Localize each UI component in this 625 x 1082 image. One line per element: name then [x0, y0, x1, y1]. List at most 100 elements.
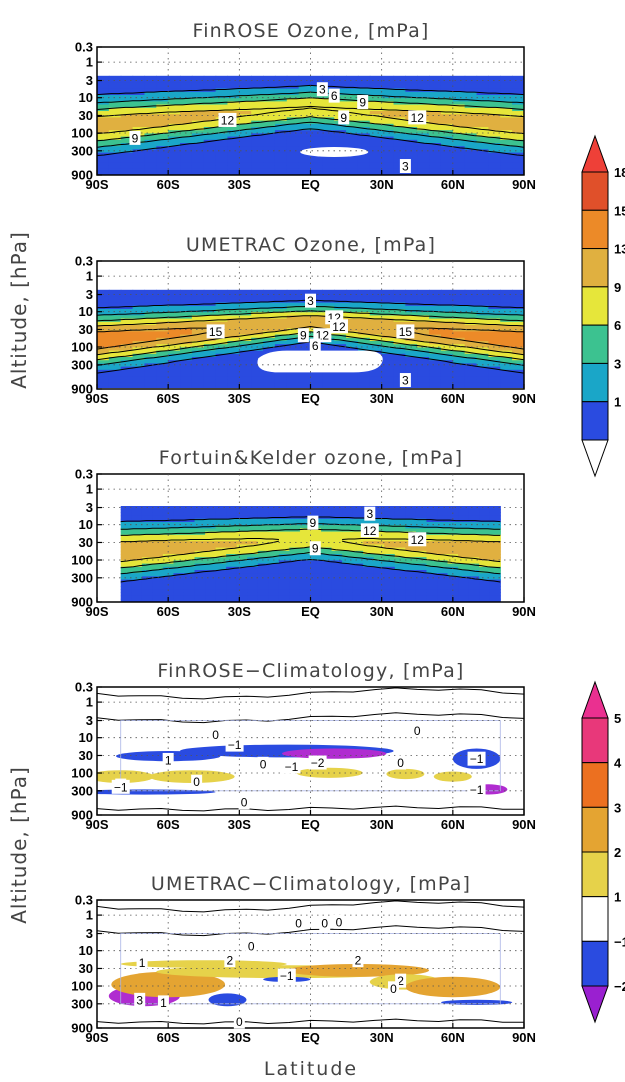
field-cell [479, 515, 491, 520]
field-cell [352, 589, 364, 593]
field-cell [437, 586, 449, 590]
field-cell [257, 531, 269, 536]
field-cell [180, 117, 193, 122]
field-cell [357, 344, 371, 348]
field-cell [191, 123, 205, 128]
field-cell [384, 589, 396, 593]
field-cell [512, 369, 524, 374]
field-cell [322, 120, 335, 125]
field-cell [183, 560, 196, 565]
field-cell [346, 75, 359, 80]
field-cell [417, 162, 430, 166]
field-cell [183, 576, 196, 581]
field-cell [180, 312, 193, 316]
field-cell [156, 130, 169, 134]
field-cell [464, 162, 478, 166]
contour-label: 9 [359, 96, 366, 110]
field-cell [488, 149, 501, 154]
field-cell [512, 152, 524, 157]
field-cell [342, 550, 354, 555]
colorbar-over-arrow [581, 134, 609, 173]
field-cell [289, 598, 301, 602]
field-cell [251, 98, 264, 102]
field-cell [381, 127, 395, 131]
field-cell [120, 289, 134, 294]
field-cell [352, 573, 364, 577]
field-cell [203, 91, 217, 96]
field-cell [464, 123, 478, 128]
field-cell [108, 101, 122, 106]
field-cell [476, 299, 490, 304]
field-cell [352, 531, 364, 536]
contour-label-bg [467, 782, 486, 797]
field-cell [215, 554, 227, 558]
field-cell [405, 595, 417, 600]
field-cell [352, 560, 364, 565]
field-cell [417, 366, 430, 371]
field-cell [120, 582, 132, 587]
field-cell [227, 337, 240, 342]
field-cell [274, 302, 288, 307]
field-cell [132, 168, 146, 173]
field-cell [405, 85, 418, 90]
contour-label: 2 [227, 954, 234, 968]
field-cell [447, 563, 459, 568]
field-cell [476, 379, 490, 384]
field-cell [381, 379, 395, 384]
field-cell [489, 560, 501, 565]
contour-label-bg [399, 373, 411, 388]
field-cell [346, 318, 359, 323]
field-cell [263, 139, 276, 144]
field-cell [476, 309, 490, 313]
field-cell [120, 88, 134, 93]
field-cell [357, 171, 371, 175]
field-cell [381, 347, 395, 352]
field-cell [239, 309, 252, 313]
field-cell [131, 557, 143, 561]
field-cell [322, 302, 335, 307]
field-cell [247, 570, 259, 574]
field-cell [180, 347, 193, 352]
field-cell [468, 589, 480, 593]
y-tick-label: 900 [71, 1021, 93, 1036]
field-cell [440, 357, 454, 361]
field-cell [257, 563, 269, 568]
field-cell [512, 104, 524, 109]
field-cell [227, 152, 240, 157]
field-cell [458, 576, 470, 581]
field-cell [464, 107, 478, 112]
field-cell [373, 563, 385, 568]
field-cell [464, 114, 478, 118]
field-cell [417, 159, 430, 163]
field-cell [156, 136, 169, 141]
field-cell [289, 544, 301, 549]
field-cell [488, 289, 501, 294]
field-cell [357, 162, 371, 166]
field-cell [346, 302, 359, 307]
field-cell [476, 139, 490, 144]
field-cell [239, 366, 252, 371]
field-cell [215, 598, 227, 602]
field-cell [131, 522, 143, 526]
field-cell [156, 350, 169, 355]
field-cell [144, 312, 157, 316]
field-cell [452, 331, 466, 336]
field-cell [488, 139, 501, 144]
field-cell [479, 595, 491, 600]
field-cell [476, 363, 490, 368]
field-cell [405, 570, 417, 574]
field-cell [156, 328, 169, 332]
field-cell [257, 557, 269, 561]
field-cell [173, 576, 185, 581]
field-cell [263, 143, 276, 147]
field-cell [299, 563, 312, 568]
field-cell [393, 159, 406, 163]
field-cell [168, 344, 181, 348]
contour-label-bg [396, 324, 415, 339]
field-cell [286, 101, 300, 106]
field-cell [239, 357, 252, 361]
x-tick-label: 90N [512, 604, 536, 619]
field-cell [268, 560, 280, 565]
field-cell [452, 171, 466, 175]
field-cell [247, 509, 259, 513]
